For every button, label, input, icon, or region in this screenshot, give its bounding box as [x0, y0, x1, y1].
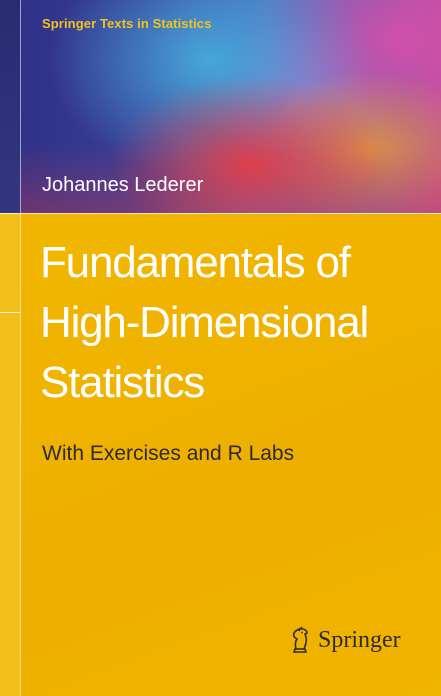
title-line: High-Dimensional: [40, 298, 369, 347]
left-strip-dark: [0, 0, 20, 213]
series-title: Springer Texts in Statistics: [42, 16, 212, 31]
left-tick-divider: [0, 312, 20, 313]
title-line: Statistics: [40, 358, 205, 407]
left-strip-yellow: [0, 213, 20, 696]
book-title: Fundamentals of High-Dimensional Statist…: [40, 233, 435, 413]
publisher-name: Springer: [318, 626, 401, 653]
vertical-divider: [20, 0, 21, 696]
springer-horse-icon: [292, 626, 308, 653]
publisher-logo: Springer: [288, 622, 401, 658]
cover-gradient-band: [0, 0, 441, 213]
cover-yellow-panel: [21, 214, 441, 696]
title-line: Fundamentals of: [40, 238, 351, 287]
book-subtitle: With Exercises and R Labs: [42, 442, 295, 465]
author-name: Johannes Lederer: [42, 174, 204, 196]
horizontal-divider: [0, 213, 441, 214]
